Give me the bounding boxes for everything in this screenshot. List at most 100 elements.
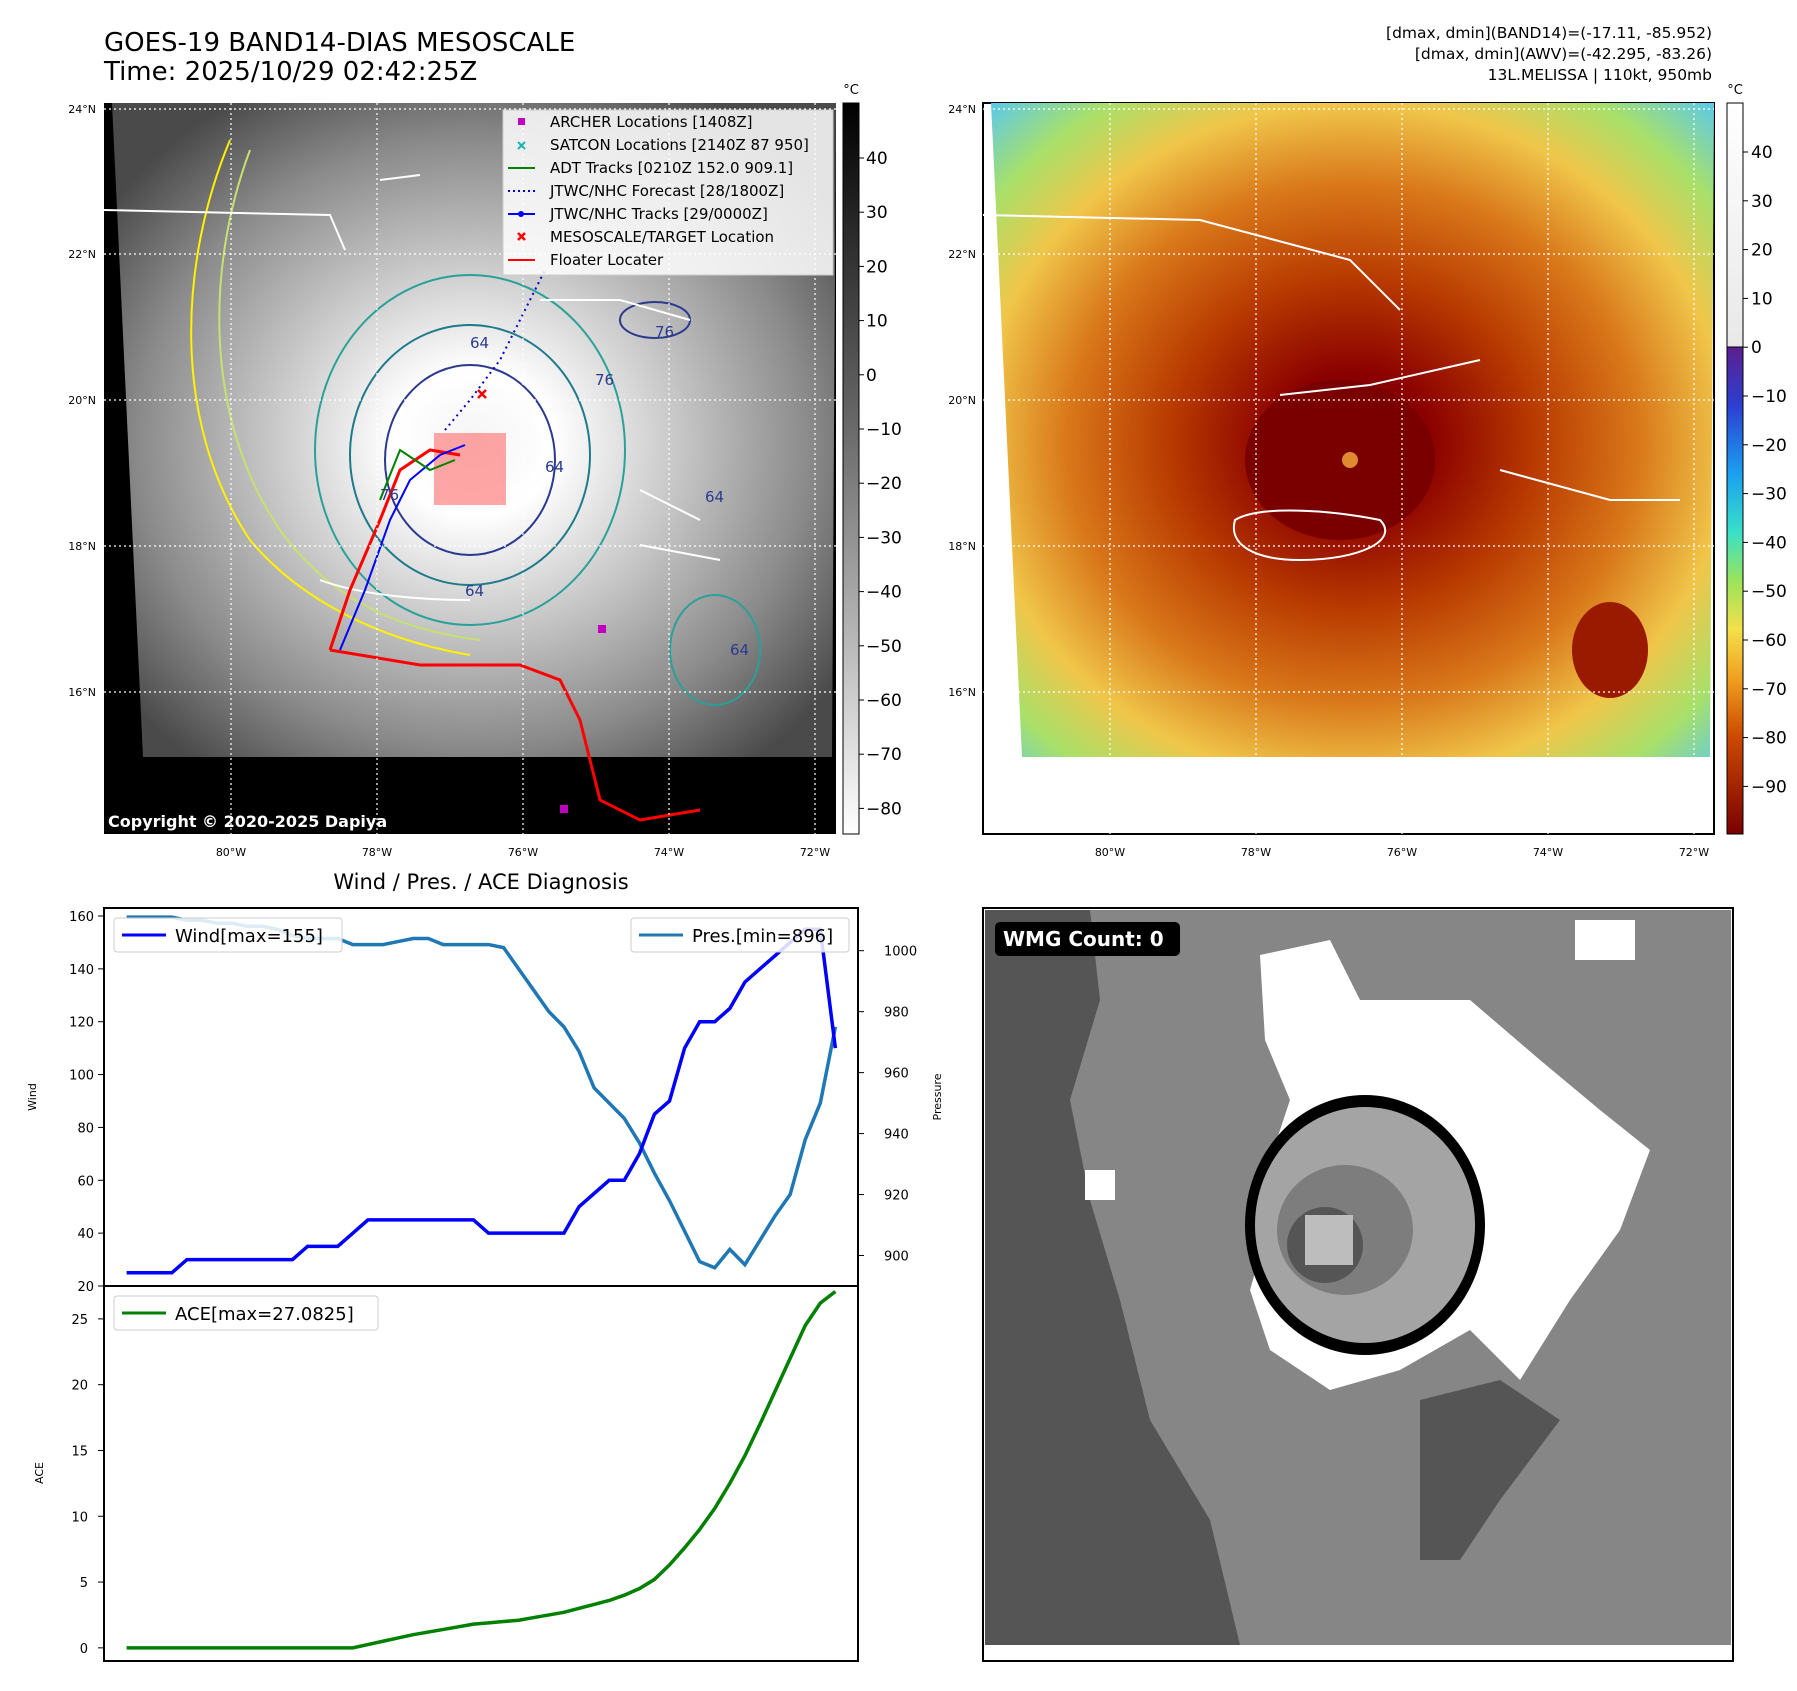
- awv-range: [dmax, dmin](AWV)=(-42.295, -83.26): [1415, 45, 1712, 63]
- ir-contour-label: 64: [465, 582, 484, 600]
- ir-legend: ARCHER Locations [1408Z] SATCON Location…: [502, 109, 834, 276]
- ir-colorbar-tick-label: −20: [866, 474, 902, 494]
- wind-axis-label: Wind: [26, 1083, 39, 1111]
- ace-y-tick-label: 15: [71, 1444, 88, 1459]
- wmg-count-label: WMG Count: 0: [1003, 927, 1164, 951]
- ir-floater-track: [328, 448, 701, 822]
- ace-y-tick-label: 0: [80, 1642, 88, 1657]
- awv-lat-label: 16°N: [948, 686, 976, 699]
- awv-colorbar-negative: [1726, 346, 1744, 835]
- ir-lon-label: 72°W: [800, 846, 830, 859]
- awv-core: [1245, 380, 1435, 540]
- ir-lat-label: 20°N: [68, 394, 96, 407]
- awv-lat-label: 24°N: [948, 103, 976, 116]
- ir-contour-label: 76: [595, 371, 614, 389]
- ir-colorbar: [842, 102, 860, 835]
- wind-chart-frame: [103, 907, 859, 1287]
- ace-y-tick-label: 5: [80, 1576, 88, 1591]
- wmg-label-box: [995, 922, 1180, 956]
- ir-colorbar-tick-label: 20: [866, 257, 888, 277]
- ir-contour-labels: 76 76 64 64 64 64 76 64: [380, 323, 749, 659]
- ace-line: [126, 1290, 837, 1650]
- pressure-axis-label: Pressure: [931, 1073, 944, 1120]
- ir-legend-label: ARCHER Locations [1408Z]: [550, 113, 753, 131]
- awv-lon-label: 78°W: [1241, 846, 1271, 859]
- band14-range: [dmax, dmin](BAND14)=(-17.11, -85.952): [1386, 24, 1712, 42]
- awv-lat-label: 18°N: [948, 540, 976, 553]
- ace-chart: 0 5 10 15 20 25: [71, 1285, 859, 1662]
- ace-legend: ACE[max=27.0825]: [113, 1295, 379, 1331]
- ir-contour-band-2: [218, 149, 481, 641]
- awv-colorbar-tick-label: 10: [1751, 289, 1773, 309]
- ir-legend-label: JTWC/NHC Forecast [28/1800Z]: [549, 182, 784, 200]
- wmg-panel: WMG Count: 0: [982, 907, 1734, 1662]
- ir-contour-label: 64: [705, 488, 724, 506]
- ir-legend-track-dot: [518, 211, 524, 217]
- wind-legend-box: [113, 917, 343, 953]
- awv-eye: [1342, 452, 1358, 468]
- wind-y-tick-label: 100: [69, 1069, 94, 1084]
- ace-y-tick-label: 10: [71, 1510, 88, 1525]
- wind-y-tick-label: 140: [69, 963, 94, 978]
- wind-line: [126, 927, 838, 1275]
- ir-colorbar-tick-label: −30: [866, 528, 902, 548]
- ir-colorbar-tick-label: 0: [866, 366, 877, 386]
- awv-colorbar-tick-label: −70: [1751, 680, 1787, 700]
- pressure-y-tick-label: 960: [884, 1067, 909, 1082]
- ir-lat-label: 16°N: [68, 686, 96, 699]
- awv-colorbar-unit: °C: [1727, 83, 1743, 98]
- pressure-y-tick-label: 980: [884, 1006, 909, 1021]
- storm-info: 13L.MELISSA | 110kt, 950mb: [1488, 66, 1712, 84]
- pressure-y-tick-label: 900: [884, 1250, 909, 1265]
- ir-colorbar-tick-label: 40: [866, 149, 888, 169]
- wmg-dark-west: [985, 910, 1240, 1645]
- pressure-legend-box: [630, 917, 850, 953]
- wind-y-tick-label: 80: [77, 1121, 94, 1136]
- pressure-y-tick-label: 920: [884, 1189, 909, 1204]
- ace-chart-frame: [103, 1285, 859, 1662]
- ace-axis-label: ACE: [33, 1462, 46, 1484]
- awv-colorbar-tick-label: −10: [1751, 387, 1787, 407]
- ir-contour-label: 76: [655, 323, 674, 341]
- ir-coast-jamaica: [319, 579, 471, 601]
- awv-colorbar-tick-label: −40: [1751, 533, 1787, 553]
- awv-colorbar-positive: [1726, 102, 1744, 348]
- ir-contour-label: 64: [730, 641, 749, 659]
- wind-legend: Wind[max=155]: [113, 917, 343, 953]
- ir-colorbar-tick-label: −40: [866, 583, 902, 603]
- diagnosis-title: Wind / Pres. / ACE Diagnosis: [333, 870, 628, 894]
- awv-lon-label: 74°W: [1533, 846, 1563, 859]
- wmg-dark-south: [1420, 1380, 1560, 1560]
- ir-adt-track: [379, 448, 456, 501]
- ir-lon-label: 76°W: [508, 846, 538, 859]
- awv-coastlines: [983, 214, 1680, 501]
- ir-floater-box: [434, 433, 506, 505]
- awv-colorbar-tick-label: −30: [1751, 485, 1787, 505]
- awv-cell-se: [1572, 602, 1648, 698]
- ir-colorbar-unit: °C: [843, 83, 859, 98]
- ir-coastlines: [104, 174, 721, 561]
- awv-colorbar-tick-label: 0: [1751, 338, 1762, 358]
- ace-legend-label: ACE[max=27.0825]: [175, 1304, 354, 1325]
- ir-legend-label: JTWC/NHC Tracks [29/0000Z]: [549, 205, 768, 223]
- ir-contour-label: 76: [380, 486, 399, 504]
- ir-lat-label: 24°N: [68, 103, 96, 116]
- ir-colorbar-tick-label: −50: [866, 637, 902, 657]
- ir-legend-label: SATCON Locations [2140Z 87 950]: [550, 136, 809, 154]
- ir-archer-marker-2: [560, 805, 568, 813]
- ir-legend-satcon-marker: [517, 141, 526, 150]
- ir-colorbar-tick-label: 10: [866, 312, 888, 332]
- ace-y-tick-label: 20: [71, 1379, 88, 1394]
- ir-colorbar-tick-label: −60: [866, 691, 902, 711]
- figure-title: GOES-19 BAND14-DIAS MESOSCALE: [104, 28, 575, 58]
- ir-legend-box: [502, 109, 834, 276]
- wind-pressure-chart: 20 40 60 80 100 120 140 160 900 920 940 960 980 1000: [69, 907, 917, 1295]
- awv-colorbar-tick-label: 30: [1751, 192, 1773, 212]
- figure-time: Time: 2025/10/29 02:42:25Z: [103, 57, 477, 87]
- ir-colorbar-tick-label: 30: [866, 203, 888, 223]
- awv-lon-label: 80°W: [1095, 846, 1125, 859]
- ir-contour-ring-3: [384, 364, 556, 556]
- ir-lon-label: 78°W: [362, 846, 392, 859]
- ir-colorbar-tick-label: −10: [866, 420, 902, 440]
- wmg-eye-center: [1305, 1215, 1353, 1265]
